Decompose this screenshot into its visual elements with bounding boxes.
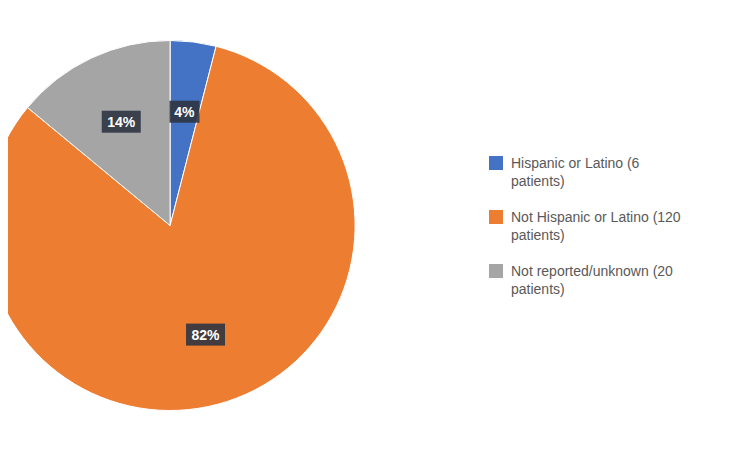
svg-text:14%: 14% bbox=[107, 114, 136, 130]
svg-text:82%: 82% bbox=[192, 327, 221, 343]
svg-text:4%: 4% bbox=[174, 104, 195, 120]
html-text:Not Hispanic or Latino (120 pa: Not Hispanic or Latino (120 patients) bbox=[511, 208, 681, 243]
html-text:Hispanic or Latino (6 patients: Hispanic or Latino (6 patients) bbox=[511, 154, 640, 189]
html-text:Not reported/unknown (20 patie: Not reported/unknown (20 patients) bbox=[511, 262, 673, 297]
